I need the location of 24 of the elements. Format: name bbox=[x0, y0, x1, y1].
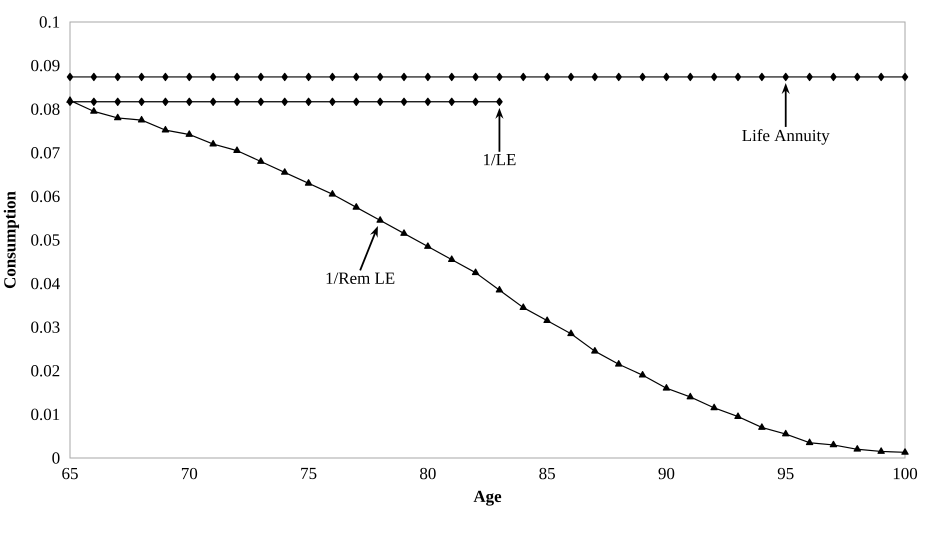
x-tick-label: 100 bbox=[894, 468, 918, 480]
x-tick-label: 70 bbox=[182, 468, 198, 480]
x-tick-label: 95 bbox=[778, 468, 794, 480]
y-tick-label: 0.05 bbox=[31, 234, 60, 246]
y-tick-label: 0.04 bbox=[31, 278, 60, 290]
y-tick-label: 0.07 bbox=[31, 147, 60, 159]
x-tick-label: 65 bbox=[62, 468, 78, 480]
y-axis-title: Consumption bbox=[4, 191, 20, 288]
y-tick-label: 0.03 bbox=[31, 321, 60, 333]
legend-label: 1/LE bbox=[484, 154, 516, 166]
x-axis-title: Age bbox=[474, 490, 502, 506]
x-tick-label: 90 bbox=[658, 468, 674, 480]
y-tick-label: 0 bbox=[52, 452, 60, 464]
legend-label: Life Annuity bbox=[742, 129, 830, 145]
x-tick-label: 75 bbox=[301, 468, 316, 480]
y-tick-label: 0.1 bbox=[40, 16, 60, 28]
y-tick-label: 0.02 bbox=[31, 365, 60, 377]
x-tick-label: 80 bbox=[420, 468, 436, 480]
y-tick-label: 0.08 bbox=[31, 103, 60, 115]
legend-label: 1/Rem LE bbox=[326, 272, 394, 284]
y-tick-label: 0.09 bbox=[31, 60, 60, 72]
y-tick-label: 0.01 bbox=[31, 408, 60, 420]
x-tick-label: 85 bbox=[539, 468, 555, 480]
y-tick-label: 0.06 bbox=[31, 190, 60, 202]
